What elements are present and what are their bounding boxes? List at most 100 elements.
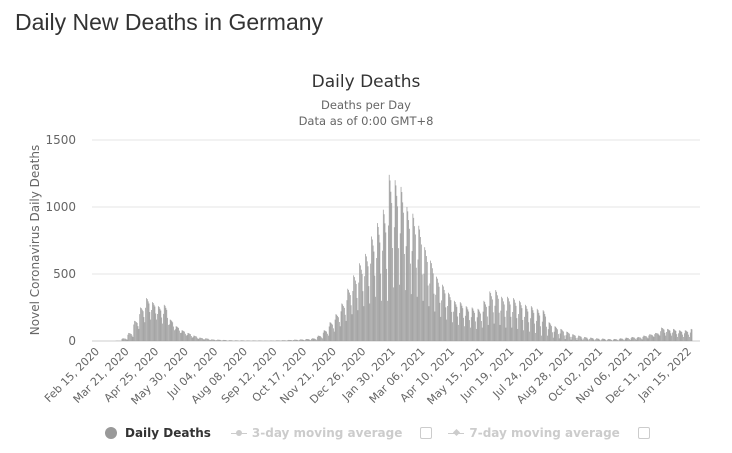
bar — [165, 307, 167, 341]
bar — [584, 336, 585, 341]
bar — [134, 320, 136, 341]
bar — [618, 340, 619, 341]
checkbox-3-day-average[interactable] — [420, 427, 433, 439]
bar — [486, 306, 487, 341]
bar — [321, 337, 322, 341]
chart-subtitle: Deaths per Day — [321, 98, 411, 112]
bar — [544, 313, 546, 341]
legend-item-7-day-average[interactable]: 7-day moving average — [448, 426, 620, 440]
bar — [557, 329, 558, 341]
bar — [473, 310, 475, 341]
bar — [302, 339, 304, 341]
bar — [647, 338, 649, 341]
bar — [138, 328, 140, 341]
bar — [641, 339, 643, 341]
bar — [566, 331, 568, 341]
bar — [483, 300, 485, 341]
bar — [367, 266, 369, 341]
bar — [402, 202, 404, 341]
bar — [335, 314, 337, 341]
bar — [182, 330, 184, 341]
y-tick-label: 0 — [68, 334, 76, 348]
bar — [212, 339, 214, 341]
bar — [528, 322, 530, 341]
legend-marker-line-circle-icon — [230, 427, 247, 439]
bar — [529, 331, 530, 341]
bar — [568, 333, 570, 341]
bar — [475, 321, 476, 341]
bar — [453, 300, 455, 341]
bar — [532, 310, 534, 341]
bar — [123, 338, 125, 341]
bar — [247, 340, 249, 341]
bar — [550, 324, 552, 341]
bar — [589, 338, 590, 341]
bar — [148, 303, 150, 341]
bar — [514, 302, 516, 341]
bar — [132, 336, 134, 341]
bar — [142, 311, 144, 341]
bar — [278, 340, 279, 341]
bar — [299, 339, 300, 341]
bar — [229, 340, 231, 341]
bar — [492, 312, 494, 341]
bar — [541, 335, 542, 341]
bar — [210, 339, 212, 341]
legend-item-3-day-average[interactable]: 3-day moving average — [230, 426, 402, 440]
bar — [168, 324, 170, 341]
bar — [137, 326, 139, 341]
bar — [397, 206, 399, 341]
bar — [294, 339, 295, 341]
bar — [431, 268, 433, 341]
page-title: Daily New Deaths in Germany — [15, 9, 324, 35]
bar — [678, 330, 680, 341]
bar — [499, 324, 501, 341]
bar — [223, 339, 224, 341]
bar — [555, 326, 557, 341]
bar — [661, 327, 662, 341]
bar — [512, 311, 514, 341]
bar — [459, 302, 461, 341]
bar — [642, 336, 644, 341]
bar — [626, 337, 628, 341]
bar — [595, 339, 596, 341]
bar — [188, 333, 190, 341]
bar — [387, 300, 388, 341]
bar — [199, 337, 201, 341]
bar — [382, 250, 383, 341]
bar — [510, 316, 512, 341]
bar — [287, 340, 289, 341]
bar — [671, 335, 673, 341]
bar — [497, 295, 498, 341]
bar — [504, 316, 506, 341]
bar — [437, 282, 439, 341]
bar — [559, 333, 561, 341]
bar — [426, 261, 428, 341]
checkbox-7-day-average[interactable] — [637, 427, 650, 439]
bar — [375, 296, 377, 341]
bar — [601, 338, 603, 341]
bar — [300, 339, 302, 341]
bar — [177, 327, 179, 341]
bar — [324, 330, 326, 341]
bar — [311, 338, 312, 341]
bar — [534, 323, 536, 341]
bar — [487, 324, 489, 341]
bar — [181, 330, 183, 341]
bar — [651, 334, 653, 341]
bar — [627, 337, 629, 341]
bar — [601, 339, 602, 341]
legend-item-daily-deaths[interactable]: Daily Deaths — [105, 426, 211, 440]
bar — [530, 318, 531, 341]
bar — [222, 340, 223, 341]
bar — [580, 336, 582, 341]
bar — [628, 338, 629, 341]
bar — [568, 332, 569, 341]
bar — [259, 340, 261, 341]
bar — [569, 336, 571, 341]
bar — [183, 331, 185, 341]
bar — [593, 339, 595, 341]
bar — [391, 202, 393, 341]
bar — [348, 290, 349, 341]
bar — [371, 236, 372, 341]
